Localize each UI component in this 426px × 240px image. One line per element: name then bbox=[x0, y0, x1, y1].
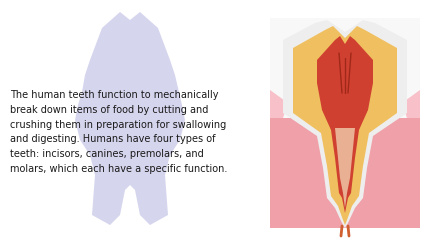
Polygon shape bbox=[292, 26, 396, 225]
Text: The human teeth function to mechanically
break down items of food by cutting and: The human teeth function to mechanically… bbox=[10, 90, 227, 174]
Polygon shape bbox=[269, 118, 324, 228]
Polygon shape bbox=[316, 36, 372, 213]
Polygon shape bbox=[269, 90, 287, 118]
Polygon shape bbox=[75, 12, 184, 225]
Polygon shape bbox=[401, 90, 419, 118]
Polygon shape bbox=[269, 118, 419, 228]
Polygon shape bbox=[364, 118, 419, 228]
Polygon shape bbox=[334, 128, 354, 208]
Polygon shape bbox=[269, 18, 419, 118]
Polygon shape bbox=[282, 20, 406, 228]
